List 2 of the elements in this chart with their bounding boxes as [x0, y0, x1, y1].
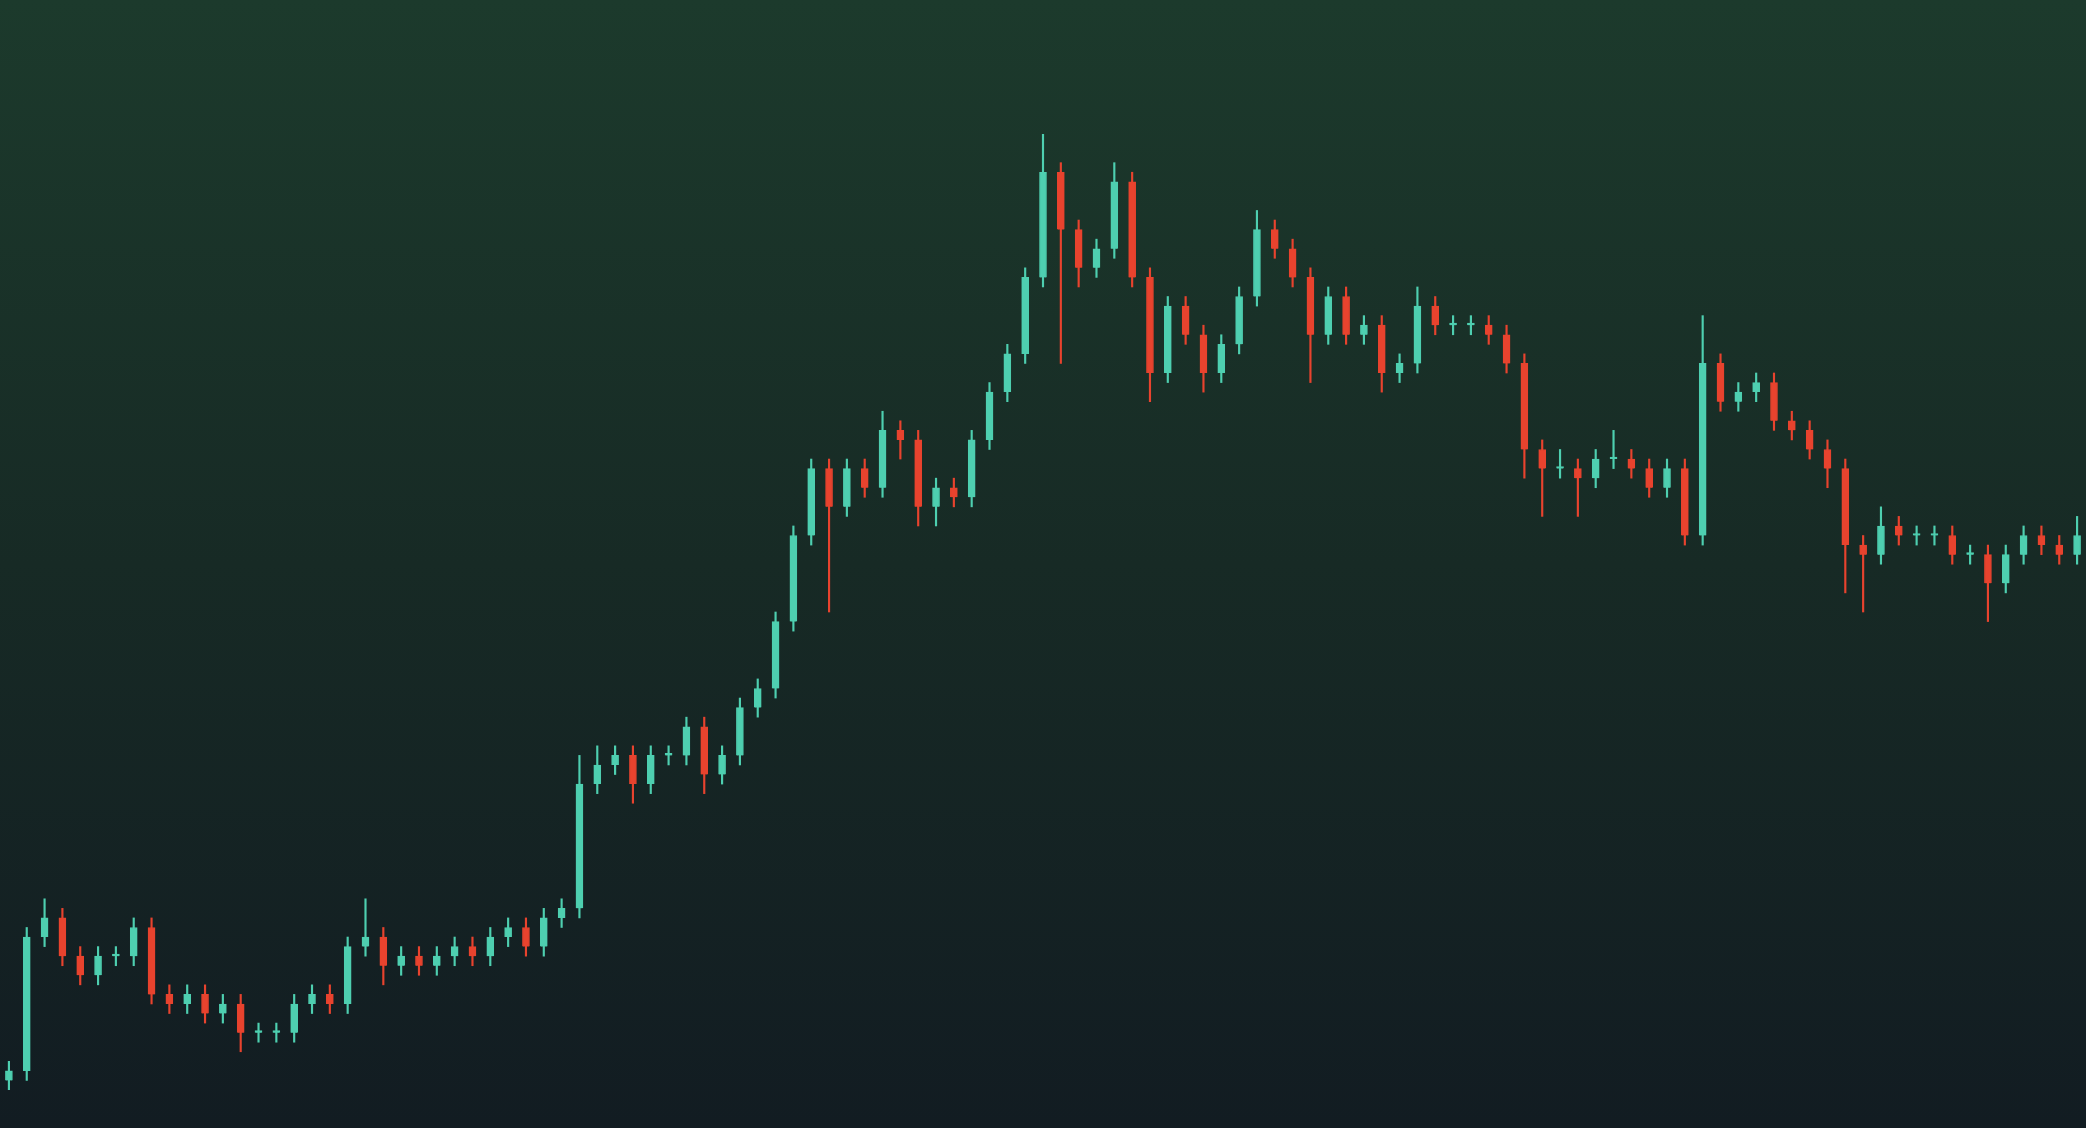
candlestick [468, 936, 477, 967]
candlestick [2037, 525, 2046, 555]
